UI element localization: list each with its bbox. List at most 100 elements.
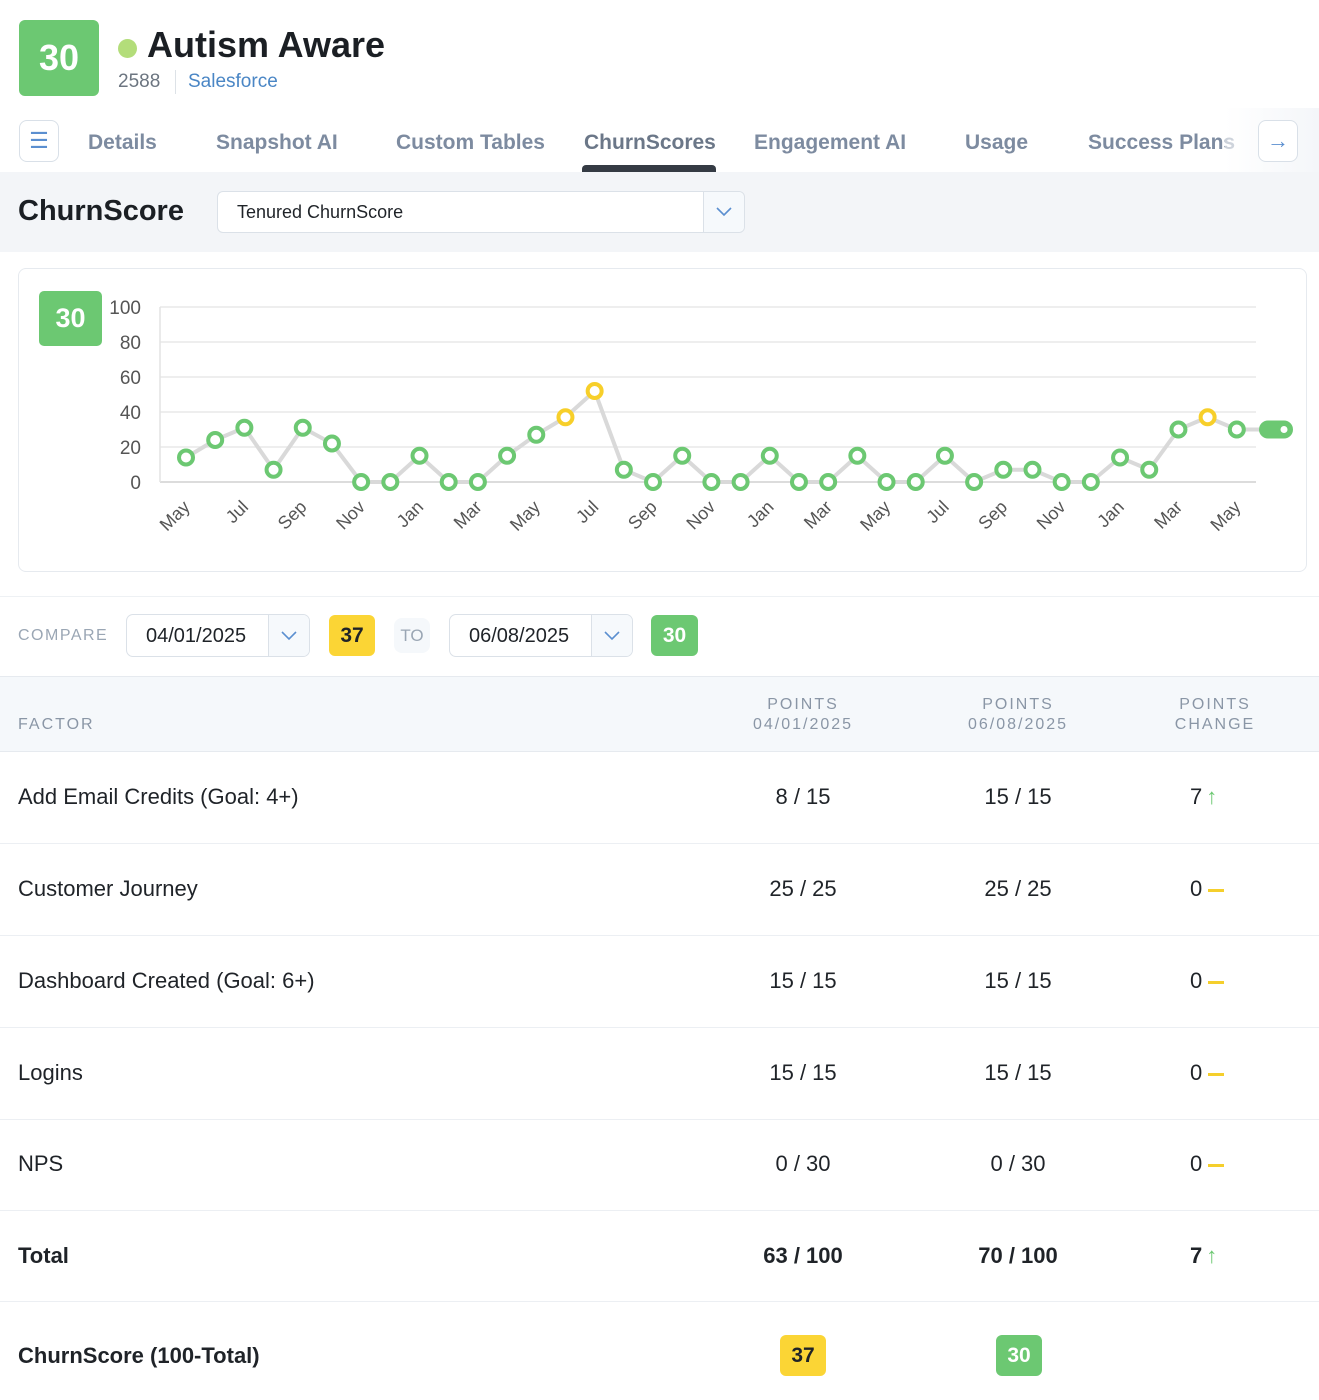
data-point [235, 418, 254, 437]
churnscore-row: ChurnScore (100-Total) 37 30 [0, 1302, 1319, 1400]
tab-success-plans[interactable]: Success Plans [1088, 131, 1236, 154]
header-line: POINTS [982, 696, 1054, 713]
data-point [527, 425, 546, 444]
x-tick-label: Mar [1150, 497, 1186, 533]
data-point [1140, 460, 1159, 479]
data-point [702, 473, 721, 491]
data-point [585, 382, 604, 400]
dash-icon [1208, 1072, 1225, 1076]
x-tick-label: Mar [800, 497, 836, 533]
chevron-down-icon[interactable] [703, 192, 744, 232]
data-point [1198, 408, 1217, 427]
data-point [906, 473, 925, 491]
factor-name: Customer Journey [18, 876, 198, 901]
tab-usage[interactable]: Usage [965, 131, 1029, 154]
x-tick-label: Jan [1093, 497, 1128, 532]
from-date-select[interactable]: 04/01/2025 [126, 614, 310, 657]
data-point [439, 473, 458, 491]
y-tick-label: 60 [120, 368, 141, 389]
x-tick-label: Sep [624, 497, 661, 534]
total-row: Total 63 / 100 70 / 100 7 ↑ [0, 1211, 1319, 1302]
chevron-down-icon[interactable] [591, 615, 632, 656]
points-from: 8 / 15 [775, 784, 831, 809]
data-point [614, 460, 633, 479]
data-point [673, 446, 692, 465]
x-tick-label: Sep [974, 497, 1011, 534]
active-tab-indicator [582, 165, 716, 172]
points-change: 0 [1190, 1060, 1225, 1086]
data-point-current [1259, 420, 1293, 439]
to-date-value: 06/08/2025 [469, 625, 570, 647]
y-tick-label: 40 [120, 403, 141, 424]
data-point [760, 446, 779, 465]
data-point [644, 473, 663, 491]
total-to: 70 / 100 [978, 1243, 1058, 1268]
x-tick-label: May [506, 497, 544, 535]
header-line: 06/08/2025 [967, 716, 1069, 733]
divider [175, 70, 176, 94]
y-tick-label: 100 [109, 298, 141, 319]
current-score-badge: 30 [39, 291, 102, 346]
churnscore-model-select[interactable]: Tenured ChurnScore [217, 191, 745, 233]
header-line: POINTS [767, 696, 839, 713]
y-tick-label: 20 [120, 438, 141, 459]
header-line: CHANGE [1174, 716, 1256, 733]
churnscore-to-badge: 30 [996, 1335, 1042, 1376]
account-id: 2588 [118, 71, 161, 92]
change-value: 0 [1190, 876, 1203, 901]
tab-churnscores[interactable]: ChurnScores [584, 131, 716, 154]
data-point [1081, 473, 1100, 491]
tab-custom-tables[interactable]: Custom Tables [396, 131, 545, 154]
data-point [206, 431, 225, 449]
factor-name: NPS [18, 1151, 64, 1176]
data-point [293, 418, 312, 437]
data-point [468, 473, 487, 491]
data-point [1227, 420, 1246, 439]
data-point [381, 473, 400, 491]
points-change: 7 ↑ [1190, 784, 1217, 810]
data-point [935, 446, 954, 465]
arrow-up-icon: ↑ [1206, 1243, 1218, 1268]
data-point [264, 460, 283, 479]
to-date-select[interactable]: 06/08/2025 [449, 614, 633, 657]
x-tick-label: May [856, 497, 894, 535]
churnscore-line-chart: 0 20 40 60 80 100 May Jul Sep Nov Jan Mar May Jul Sep N… [109, 298, 1293, 535]
table-row: Logins 15 / 15 15 / 15 0 [0, 1028, 1319, 1120]
data-point [1052, 473, 1071, 491]
arrow-right-icon: → [1267, 128, 1289, 153]
from-score-badge: 37 [329, 615, 375, 656]
data-point [848, 446, 867, 465]
points-to-header: POINTS 06/08/2025 [918, 695, 1118, 735]
y-tick-label: 0 [130, 473, 141, 494]
data-point [994, 460, 1013, 479]
points-to: 15 / 15 [984, 1060, 1052, 1085]
x-tick-label: Sep [274, 497, 311, 534]
from-date-value: 04/01/2025 [146, 625, 247, 647]
section-title: ChurnScore [18, 195, 184, 227]
next-tabs-button[interactable]: → [1258, 120, 1298, 162]
x-tick-label: Jan [743, 497, 778, 532]
factor-header: FACTOR [18, 716, 95, 733]
x-tick-label: Mar [450, 497, 486, 533]
crm-link[interactable]: Salesforce [188, 71, 278, 92]
series-line [184, 389, 1266, 484]
chevron-down-icon[interactable] [268, 615, 309, 656]
menu-button[interactable]: ☰ [19, 120, 59, 162]
churn-score-badge: 30 [19, 20, 99, 96]
dash-icon [1208, 1163, 1225, 1167]
header-line: 04/01/2025 [752, 716, 854, 733]
tab-details[interactable]: Details [88, 131, 157, 154]
chart-card [18, 268, 1307, 572]
total-label: Total [18, 1243, 69, 1268]
points-to: 0 / 30 [990, 1151, 1046, 1176]
points-to: 25 / 25 [984, 876, 1052, 901]
change-value: 0 [1190, 1060, 1203, 1085]
x-tick-label: May [1206, 497, 1244, 535]
status-dot-icon [118, 39, 137, 58]
points-change-header: POINTS CHANGE [1115, 695, 1315, 735]
change-value: 7 [1190, 1243, 1203, 1268]
data-point [1111, 448, 1130, 467]
points-change: 0 [1190, 1151, 1225, 1177]
tab-engagement-ai[interactable]: Engagement AI [754, 131, 907, 154]
tab-snapshot-ai[interactable]: Snapshot AI [216, 131, 338, 154]
